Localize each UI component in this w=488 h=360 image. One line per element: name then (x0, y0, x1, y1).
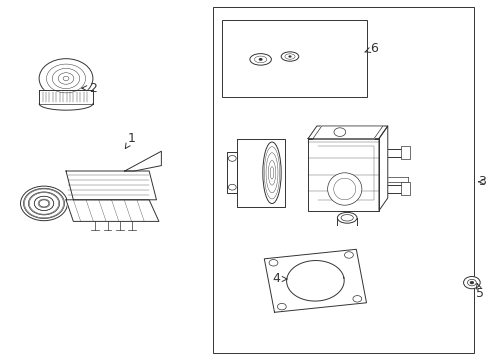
Text: 5: 5 (475, 284, 483, 300)
Bar (222, 20, 366, 97)
Ellipse shape (281, 52, 298, 61)
Polygon shape (39, 90, 93, 104)
Bar (400, 182, 409, 195)
Bar (212, 7, 473, 353)
Text: 6: 6 (364, 42, 377, 55)
Polygon shape (378, 126, 387, 211)
Polygon shape (312, 126, 382, 139)
Polygon shape (237, 139, 284, 207)
Circle shape (277, 303, 285, 310)
Circle shape (463, 276, 479, 289)
Polygon shape (66, 171, 156, 200)
Ellipse shape (249, 54, 271, 65)
Text: 1: 1 (125, 132, 136, 149)
Circle shape (344, 252, 353, 258)
Circle shape (333, 128, 345, 136)
Circle shape (39, 59, 93, 98)
Circle shape (268, 260, 277, 266)
Circle shape (258, 58, 262, 61)
Text: 4: 4 (272, 273, 286, 285)
Polygon shape (124, 151, 161, 171)
Polygon shape (307, 126, 387, 139)
Polygon shape (66, 200, 159, 221)
Polygon shape (227, 152, 237, 193)
Circle shape (469, 281, 473, 284)
Text: 3: 3 (477, 175, 485, 188)
Ellipse shape (263, 142, 281, 203)
Circle shape (352, 296, 361, 302)
Polygon shape (307, 139, 378, 211)
Circle shape (20, 186, 67, 221)
Circle shape (288, 55, 291, 58)
Ellipse shape (337, 212, 356, 223)
Ellipse shape (327, 173, 361, 205)
Bar (400, 146, 409, 159)
Text: 2: 2 (81, 82, 97, 95)
Polygon shape (264, 249, 366, 312)
